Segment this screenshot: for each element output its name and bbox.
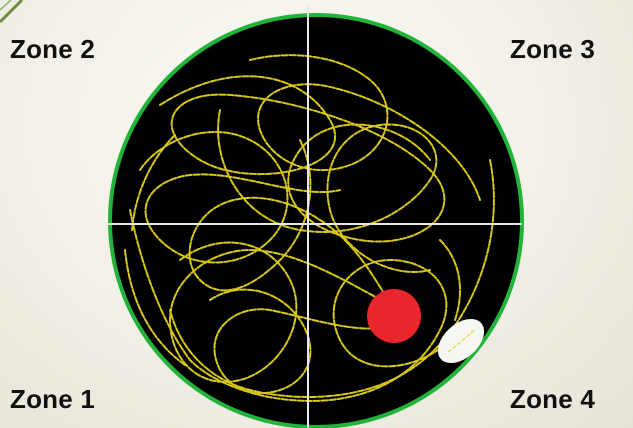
track-path — [188, 139, 396, 311]
track-path — [169, 159, 495, 398]
zone-2-label: Zone 2 — [10, 34, 95, 64]
zone-1-label: Zone 1 — [10, 384, 95, 414]
track-path — [249, 54, 481, 201]
white-oval-marker — [437, 318, 485, 364]
track-path — [217, 109, 438, 273]
track-path — [139, 131, 341, 264]
track-path — [159, 75, 446, 243]
track-path — [129, 209, 451, 402]
track-path — [168, 241, 401, 383]
zone-3-label: Zone 3 — [510, 34, 595, 64]
arena-circle — [108, 13, 524, 428]
red-dot-marker — [367, 289, 421, 343]
track-path — [124, 134, 461, 366]
corner-accent-line-2 — [0, 0, 12, 11]
white-oval-track — [447, 329, 475, 353]
zone-4-label: Zone 4 — [510, 384, 595, 414]
corner-accent-line — [0, 0, 24, 24]
